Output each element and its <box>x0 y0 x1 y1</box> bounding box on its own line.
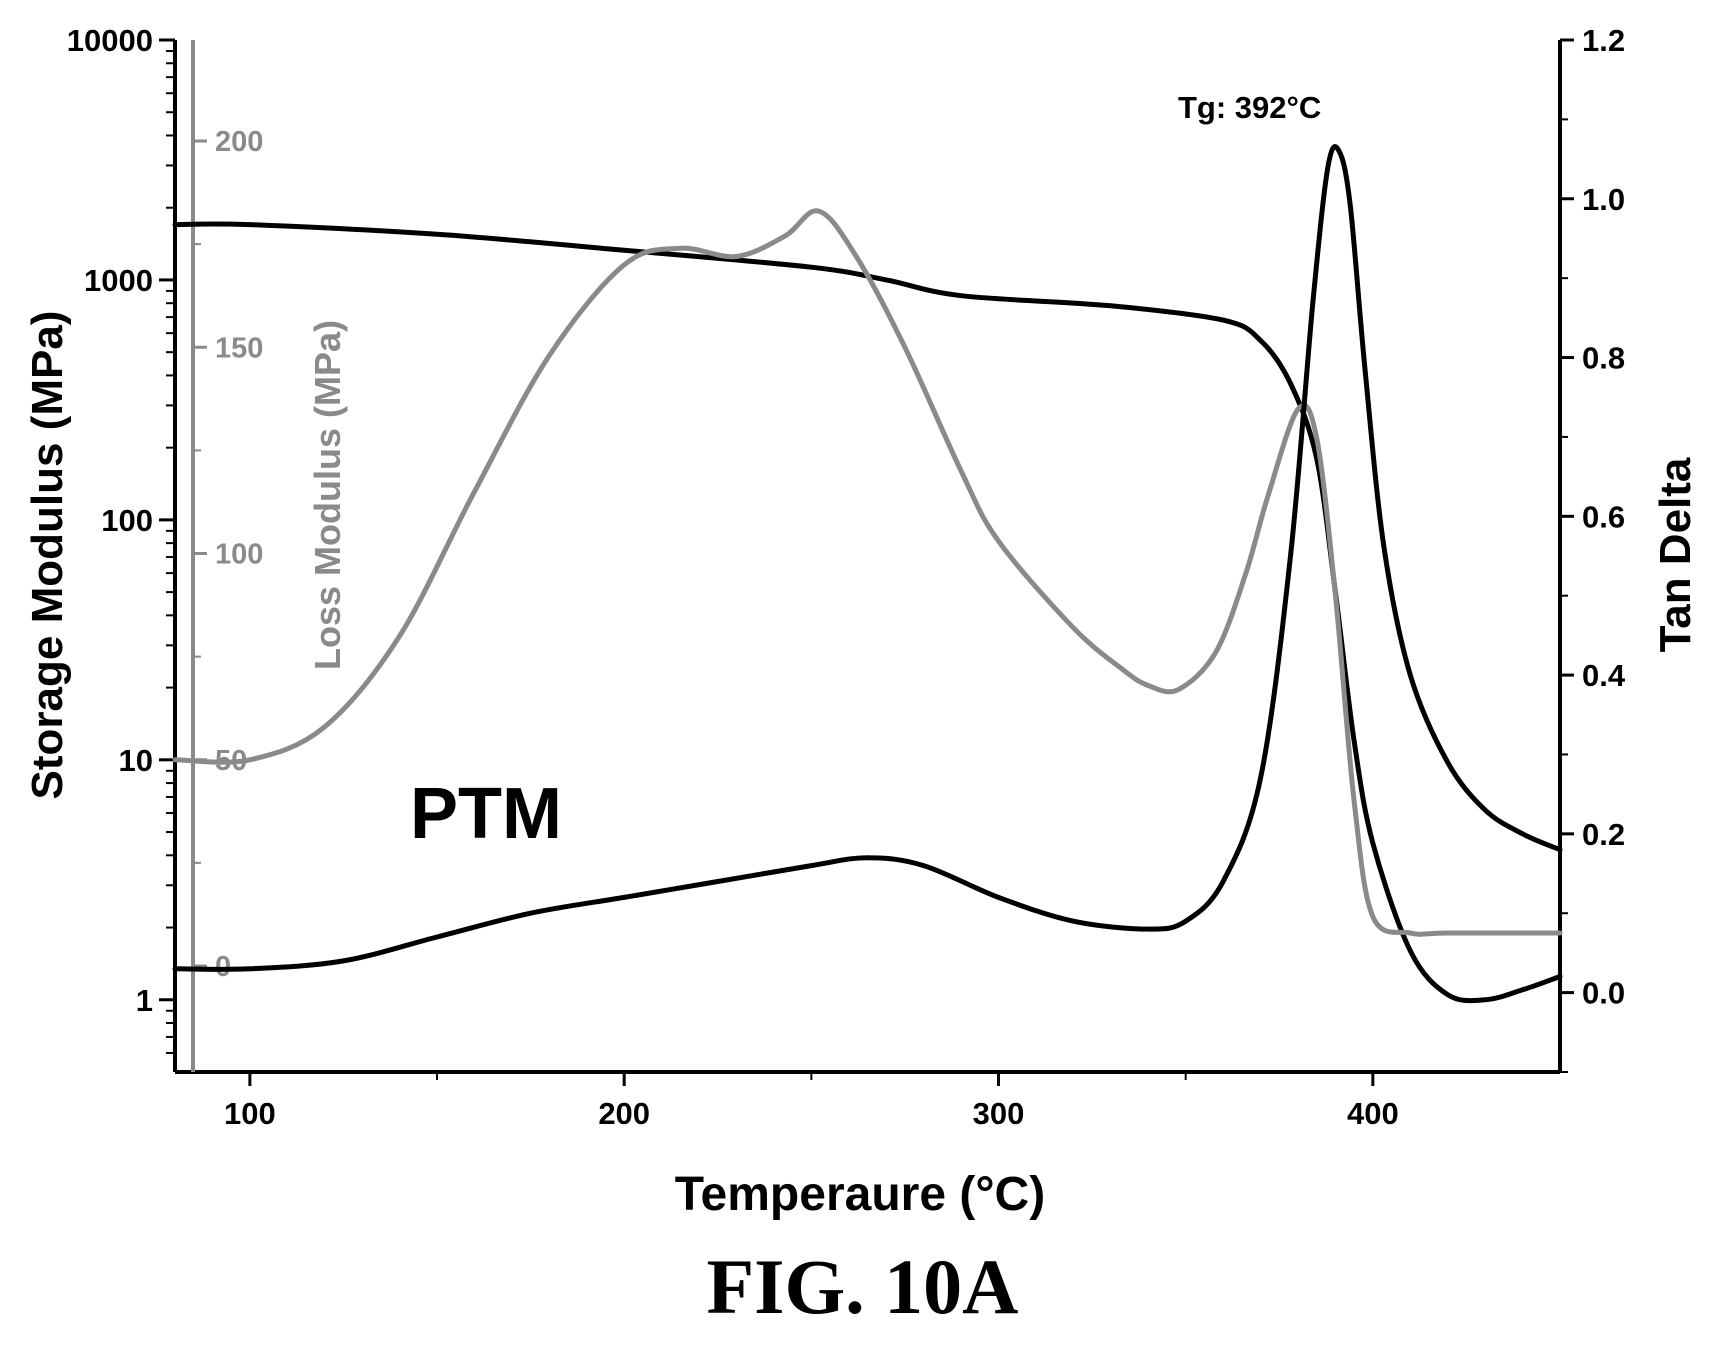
y-left-axis-title: Storage Modulus (MPa) <box>23 311 72 800</box>
x-tick-label: 400 <box>1347 1096 1399 1131</box>
x-tick-label: 100 <box>224 1096 276 1131</box>
loss-tick-label: 200 <box>215 126 263 158</box>
x-axis-title: Temperaure (°C) <box>675 1168 1045 1221</box>
axes: 100 200 300 4001101001000100000501001502000… <box>67 23 1626 1131</box>
loss-modulus-line <box>172 208 1563 937</box>
y-right-tick-label: 0.8 <box>1582 341 1625 376</box>
storage-modulus-line <box>172 221 1563 1004</box>
loss-tick-label: 150 <box>215 332 263 364</box>
x-tick-label: 300 <box>973 1096 1025 1131</box>
y-left-tick-label: 100 <box>101 503 153 538</box>
y-left-tick-label: 10000 <box>67 23 153 58</box>
y-left-tick-label: 10 <box>119 743 153 778</box>
y-right-tick-label: 0.0 <box>1582 976 1625 1011</box>
loss-axis-title: Loss Modulus (MPa) <box>307 320 348 670</box>
tg-annotation: Tg: 392°C <box>1178 90 1321 125</box>
y-right-tick-label: 1.2 <box>1582 23 1625 58</box>
figure-caption: FIG. 10A <box>706 1243 1019 1330</box>
y-left-tick-label: 1 <box>136 983 153 1018</box>
y-right-tick-label: 0.6 <box>1582 499 1625 534</box>
y-right-axis-title: Tan Delta <box>1651 457 1700 652</box>
x-tick-label: 200 <box>598 1096 650 1131</box>
series-group <box>172 144 1563 1004</box>
y-right-tick-label: 0.4 <box>1582 658 1626 693</box>
y-right-tick-label: 0.2 <box>1582 817 1625 852</box>
loss-tick-label: 100 <box>215 539 263 571</box>
y-left-tick-label: 1000 <box>84 263 153 298</box>
sample-label: PTM <box>410 774 562 854</box>
y-right-tick-label: 1.0 <box>1582 182 1625 217</box>
tan-delta-line <box>172 144 1563 972</box>
